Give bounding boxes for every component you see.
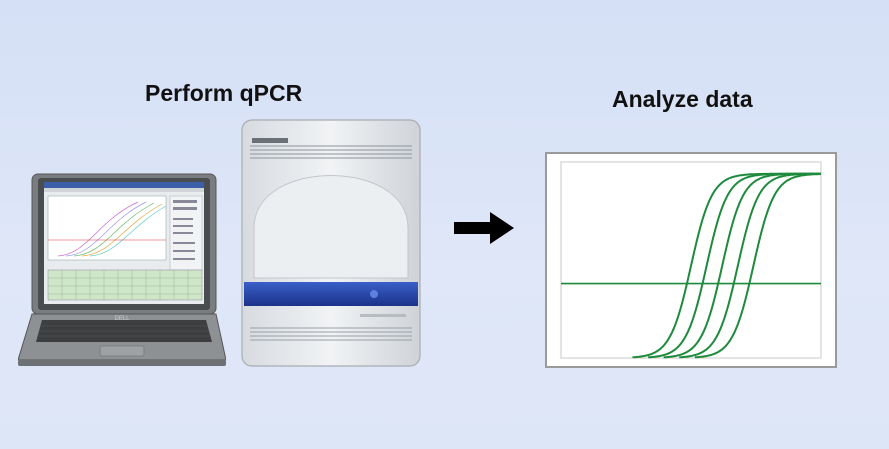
- laptop-illustration: DELL: [18, 173, 226, 366]
- amplification-curve-5: [694, 173, 822, 359]
- qpcr-instrument-illustration: [241, 119, 421, 367]
- right-arrow-icon: [454, 212, 514, 244]
- laptop-brand-label: DELL: [114, 316, 130, 322]
- amplification-chart: [545, 152, 837, 368]
- perform-qpcr-title: Perform qPCR: [145, 80, 303, 106]
- amplification-plot: [560, 161, 822, 359]
- analyze-data-title: Analyze data: [612, 86, 753, 112]
- amplification-curve-4: [679, 172, 821, 359]
- plot-area: [560, 161, 822, 359]
